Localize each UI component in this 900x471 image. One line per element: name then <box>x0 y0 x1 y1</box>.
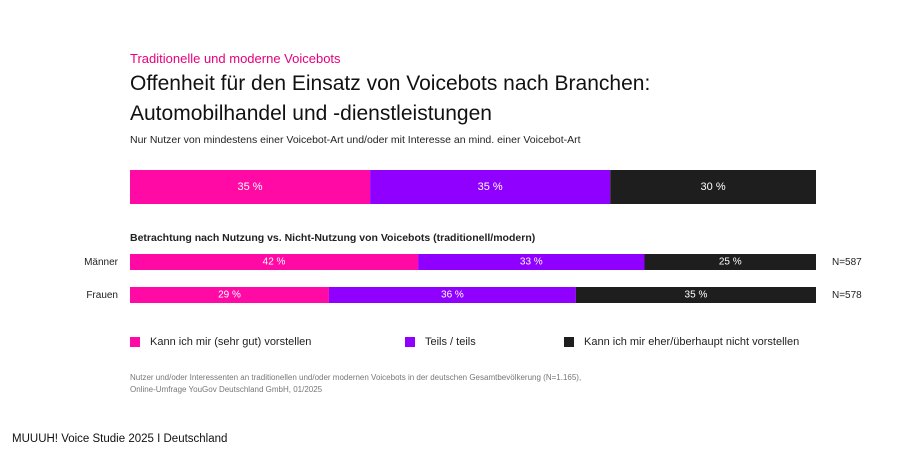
bar-segment <box>370 170 611 204</box>
bar-segment <box>130 170 371 204</box>
legend-swatch-neutral <box>405 337 415 347</box>
legend-label-negative: Kann ich mir eher/überhaupt nicht vorste… <box>584 336 800 348</box>
n-label-maenner: N=587 <box>832 257 862 268</box>
legend-item-neutral: Teils / teils <box>405 336 476 348</box>
data-label: 35 % <box>685 290 708 301</box>
source-line-2: Online-Umfrage YouGov Deutschland GmbH, … <box>130 385 323 394</box>
breakdown-stacked-bar-chart: 42 % 33 % 25 % 29 % 36 % 35 % <box>130 254 816 303</box>
legend-swatch-negative <box>564 337 574 347</box>
total-stacked-bar-chart: 35 % 35 % 30 % <box>130 170 816 204</box>
data-label: 33 % <box>520 257 543 268</box>
bar-segment <box>418 254 645 270</box>
chart-title-line-1: Offenheit für den Einsatz von Voicebots … <box>130 72 651 95</box>
data-label: 30 % <box>701 181 726 193</box>
data-label: 35 % <box>478 181 503 193</box>
row-label-frauen: Frauen <box>86 290 118 301</box>
chart-subtitle: Nur Nutzer von mindestens einer Voicebot… <box>130 134 581 146</box>
legend-item-negative: Kann ich mir eher/überhaupt nicht vorste… <box>564 336 799 348</box>
bar-segment <box>575 287 816 303</box>
legend-item-positive: Kann ich mir (sehr gut) vorstellen <box>130 336 311 348</box>
footer-text: MUUUH! Voice Studie 2025 I Deutschland <box>12 433 228 445</box>
data-label: 29 % <box>218 290 241 301</box>
chart-title-line-2: Automobilhandel und -dienstleistungen <box>130 102 492 125</box>
bar-segment <box>130 287 329 303</box>
row-label-maenner: Männer <box>84 257 118 268</box>
breakdown-title: Betrachtung nach Nutzung vs. Nicht-Nutzu… <box>130 232 536 244</box>
n-label-frauen: N=578 <box>832 290 862 301</box>
data-label: 35 % <box>238 181 263 193</box>
legend-label-positive: Kann ich mir (sehr gut) vorstellen <box>150 336 312 348</box>
data-label: 42 % <box>263 257 286 268</box>
source-note: Nutzer und/oder Interessenten an traditi… <box>130 372 581 396</box>
legend-swatch-positive <box>130 337 140 347</box>
data-label: 25 % <box>719 257 742 268</box>
bar-segment <box>610 170 816 204</box>
bar-segment <box>644 254 816 270</box>
legend-label-neutral: Teils / teils <box>425 336 476 348</box>
bar-segment <box>328 287 576 303</box>
chart-eyebrow: Traditionelle und moderne Voicebots <box>130 51 341 66</box>
data-label: 36 % <box>441 290 464 301</box>
bar-segment <box>130 254 419 270</box>
source-line-1: Nutzer und/oder Interessenten an traditi… <box>130 373 582 382</box>
